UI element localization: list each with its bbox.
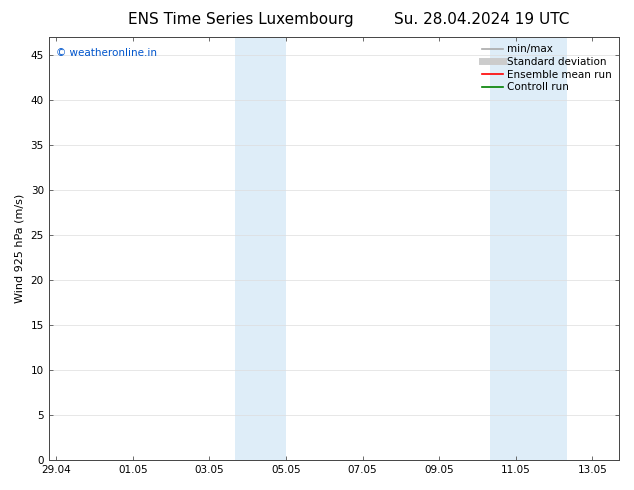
Bar bbox=[490, 37, 515, 460]
Legend: min/max, Standard deviation, Ensemble mean run, Controll run: min/max, Standard deviation, Ensemble me… bbox=[480, 42, 614, 94]
Bar bbox=[515, 37, 541, 460]
Text: ENS Time Series Luxembourg: ENS Time Series Luxembourg bbox=[128, 12, 354, 27]
Bar bbox=[261, 37, 286, 460]
Y-axis label: Wind 925 hPa (m/s): Wind 925 hPa (m/s) bbox=[15, 194, 25, 303]
Text: Su. 28.04.2024 19 UTC: Su. 28.04.2024 19 UTC bbox=[394, 12, 569, 27]
Bar bbox=[541, 37, 567, 460]
Bar bbox=[235, 37, 261, 460]
Text: © weatheronline.in: © weatheronline.in bbox=[56, 48, 157, 58]
